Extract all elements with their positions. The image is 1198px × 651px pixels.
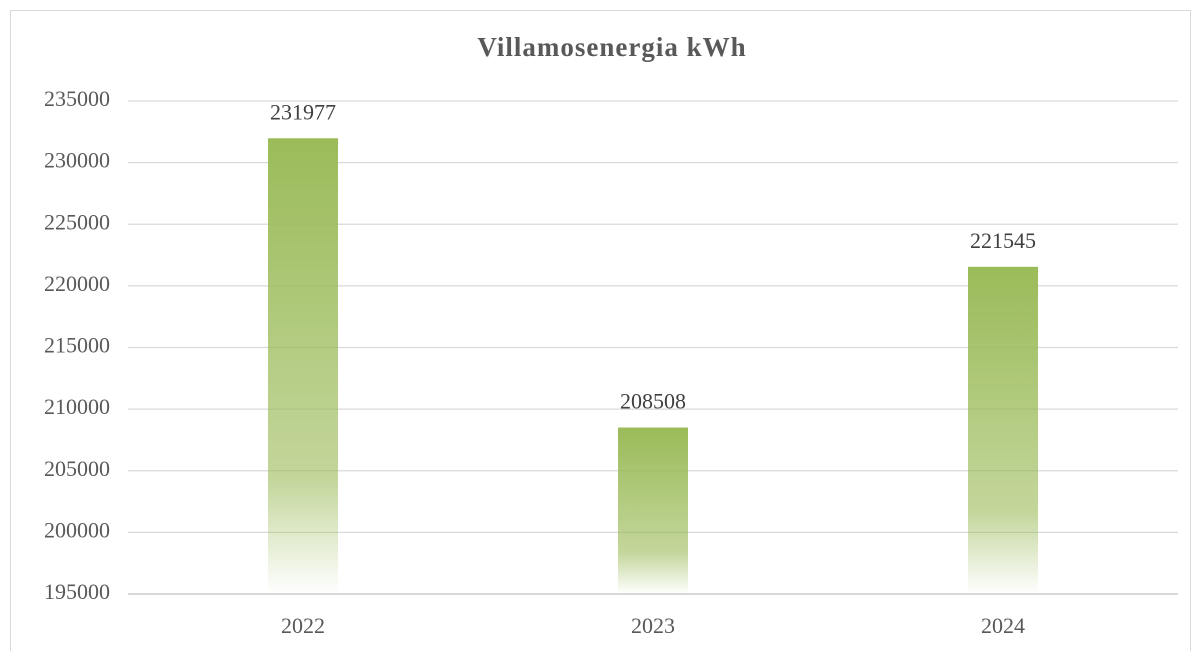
- bar: [618, 427, 688, 594]
- value-label: 231977: [270, 99, 336, 124]
- y-tick-label: 215000: [44, 333, 110, 358]
- y-tick-label: 230000: [44, 148, 110, 173]
- chart-title: Villamosenergia kWh: [477, 32, 746, 62]
- x-tick-label: 2023: [631, 613, 675, 638]
- y-tick-label: 220000: [44, 271, 110, 296]
- chart-border: [10, 10, 1191, 651]
- value-label: 208508: [620, 389, 686, 414]
- y-tick-label: 200000: [44, 517, 110, 542]
- x-tick-label: 2024: [981, 613, 1025, 638]
- value-label: 221545: [970, 228, 1036, 253]
- x-tick-label: 2022: [281, 613, 325, 638]
- y-tick-label: 225000: [44, 209, 110, 234]
- y-tick-label: 210000: [44, 394, 110, 419]
- bar: [268, 138, 338, 594]
- bar: [968, 266, 1038, 594]
- y-tick-label: 205000: [44, 456, 110, 481]
- y-tick-label: 235000: [44, 86, 110, 111]
- y-tick-label: 195000: [44, 579, 110, 604]
